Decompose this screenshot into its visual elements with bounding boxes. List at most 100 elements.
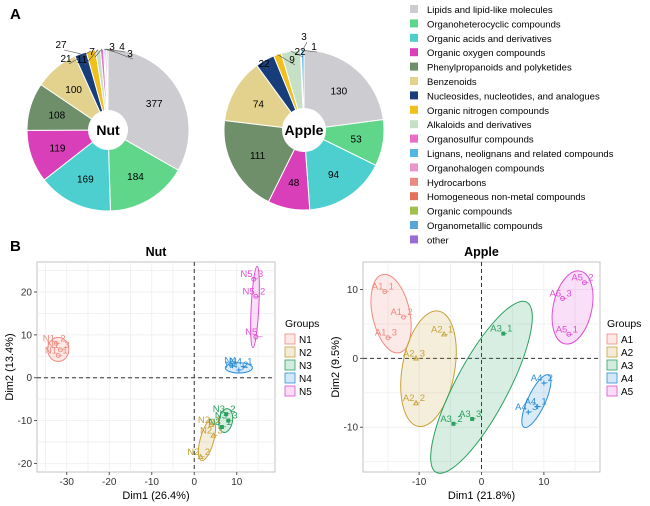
legend-swatch xyxy=(410,19,418,28)
x-tick-label: 0 xyxy=(479,477,485,488)
data-point xyxy=(57,347,63,353)
plot-title: Nut xyxy=(146,245,168,259)
scatter-plot-nut: -30 -20 -10 0 10 -20 -10 0 10 20 Nut Dim1 (26.4%) Di… xyxy=(4,245,319,502)
group-legend-label: N3 xyxy=(299,361,312,372)
y-tick-label: 0 xyxy=(352,354,358,365)
legend-swatch xyxy=(410,33,418,42)
point-label: A1_3 xyxy=(375,328,397,339)
group-legend-key xyxy=(284,359,296,371)
point-label: A2_1 xyxy=(431,324,453,335)
pie-slice xyxy=(43,128,111,212)
pie-slice-label: 4 xyxy=(119,42,125,53)
group-legend-label: N5 xyxy=(299,387,312,398)
data-point xyxy=(581,280,587,286)
pie-center-label: Apple xyxy=(285,122,324,138)
pie-slice-label: 3 xyxy=(127,49,133,60)
pie-slice-label: 7 xyxy=(89,47,95,58)
legend-label: Organic compounds xyxy=(427,207,512,218)
data-point xyxy=(560,296,566,301)
group-legend-key xyxy=(284,346,296,358)
point-label: N5_ xyxy=(245,327,263,338)
point-label: A5_3 xyxy=(549,288,571,299)
data-point xyxy=(219,425,224,429)
legend-label: Hydrocarbons xyxy=(427,178,486,189)
group-legend-key xyxy=(284,385,296,397)
data-point xyxy=(53,340,59,346)
data-point xyxy=(412,354,420,361)
x-tick-label: -10 xyxy=(412,477,427,488)
data-point xyxy=(451,421,456,426)
confidence-ellipse xyxy=(551,270,594,345)
pie-leader-line xyxy=(68,50,91,65)
point-label: A2_2 xyxy=(403,393,425,404)
legend-swatch xyxy=(410,235,418,244)
pie-slice-label: 94 xyxy=(328,170,340,181)
legend-swatch xyxy=(410,5,418,13)
pie-slice-label: 100 xyxy=(65,85,82,96)
data-point xyxy=(251,276,257,282)
pie-slice-label: 111 xyxy=(250,151,266,162)
group-legend-label: A2 xyxy=(621,348,634,359)
group-legend-label: N1 xyxy=(299,335,312,346)
legend-label: other xyxy=(427,235,449,246)
group-legend-key xyxy=(606,372,618,384)
data-point xyxy=(501,331,506,336)
legend-label: Lignans, neolignans and related compound… xyxy=(427,149,614,160)
x-axis-label: Dim1 (21.8%) xyxy=(448,490,515,502)
point-label: N2_1 xyxy=(198,415,221,426)
point-label: N4_1 xyxy=(230,357,253,368)
group-legend-label: A5 xyxy=(621,387,634,398)
pie-slice-label: 21 xyxy=(60,54,72,65)
point-label: N3_3 xyxy=(215,411,238,422)
pie-leader-line xyxy=(264,60,268,70)
point-label: A1_2 xyxy=(390,307,412,318)
legend-swatch xyxy=(410,105,418,114)
pie-slice-label: 48 xyxy=(288,178,300,189)
pie-center-hole xyxy=(282,108,326,152)
data-point xyxy=(535,404,541,410)
point-label: A4_1 xyxy=(525,397,547,408)
panel-label-b: B xyxy=(10,238,21,255)
point-label: N1_3 xyxy=(47,340,70,351)
pie-leader-line xyxy=(300,49,318,53)
x-tick-label: 0 xyxy=(191,477,197,488)
point-label: A3_3 xyxy=(459,409,481,420)
pie-slice-label: 377 xyxy=(146,99,163,110)
x-tick-label: -10 xyxy=(145,477,160,488)
pie-slice xyxy=(107,129,179,212)
point-label: A2_3 xyxy=(403,348,425,359)
y-axis-label: Dim2 (9.5%) xyxy=(330,336,342,397)
legend-label: Organic nitrogen compounds xyxy=(427,106,549,117)
x-tick-label: 10 xyxy=(538,477,550,488)
pie-leader-line xyxy=(84,49,99,66)
data-point xyxy=(253,293,259,299)
point-label: A5_2 xyxy=(571,273,593,284)
data-point xyxy=(197,453,204,460)
plot-area xyxy=(36,261,276,473)
data-point xyxy=(382,289,388,295)
legend-swatch xyxy=(410,62,418,71)
legend-label: Organosulfur compounds xyxy=(427,135,534,146)
pie-slice-label: 3 xyxy=(301,32,307,43)
legend-label: Benzenoids xyxy=(427,77,477,88)
pie-leader-line xyxy=(107,48,134,60)
legend-label: Nucleosides, nucleotides, and analogues xyxy=(427,91,600,102)
point-label: A3_1 xyxy=(490,324,512,335)
data-point xyxy=(55,352,61,358)
group-legend-key xyxy=(606,333,618,345)
confidence-ellipse xyxy=(370,273,412,354)
data-point xyxy=(236,367,242,373)
data-point xyxy=(566,331,572,337)
data-point xyxy=(226,418,231,423)
pie-leader-line xyxy=(94,49,103,58)
confidence-ellipse xyxy=(521,374,552,429)
pie-slice-label: 11 xyxy=(77,55,88,66)
point-label: A4_3 xyxy=(515,402,537,413)
group-legend-label: A4 xyxy=(621,374,634,385)
point-label: A3_2 xyxy=(440,414,462,425)
legend-label: Organohalogen compounds xyxy=(427,163,545,174)
legend-label: Lipids and lipid-like molecules xyxy=(427,5,553,16)
legend-swatch xyxy=(410,77,418,85)
y-axis-label: Dim2 (13.4%) xyxy=(4,333,16,400)
